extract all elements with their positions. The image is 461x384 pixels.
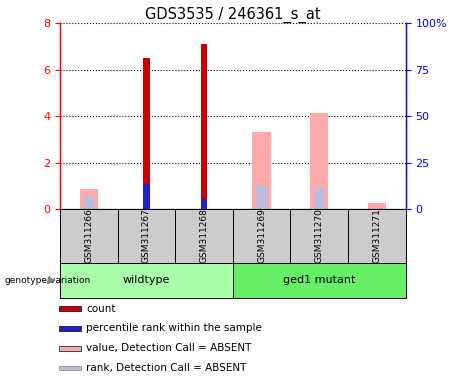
Bar [83,197,94,209]
Bar [59,346,82,351]
Title: GDS3535 / 246361_s_at: GDS3535 / 246361_s_at [145,7,320,23]
Text: GSM311271: GSM311271 [372,208,381,263]
Bar [233,209,290,263]
Bar [59,326,82,331]
Text: value, Detection Call = ABSENT: value, Detection Call = ABSENT [86,343,252,353]
Text: wildtype: wildtype [123,275,170,285]
Text: ged1 mutant: ged1 mutant [283,275,355,285]
Bar [201,199,207,209]
Bar [256,185,267,209]
Bar [314,188,325,209]
Text: GSM311270: GSM311270 [315,208,324,263]
Bar [59,366,82,371]
Text: GSM311267: GSM311267 [142,208,151,263]
Bar [118,209,175,263]
Bar [348,209,406,263]
Bar [175,209,233,263]
Text: GSM311268: GSM311268 [200,208,208,263]
Text: genotype/variation: genotype/variation [5,276,91,285]
Bar [60,209,118,263]
Text: GSM311266: GSM311266 [84,208,93,263]
Bar [252,132,271,209]
Bar [79,189,98,209]
Text: rank, Detection Call = ABSENT: rank, Detection Call = ABSENT [86,363,247,373]
Bar [310,113,328,209]
Text: percentile rank within the sample: percentile rank within the sample [86,323,262,333]
Bar [290,209,348,263]
Bar [201,44,207,209]
Bar [60,263,233,298]
Bar [233,263,406,298]
Bar [59,306,82,311]
Text: count: count [86,304,116,314]
Bar [368,204,386,209]
Text: GSM311269: GSM311269 [257,208,266,263]
Bar [143,58,150,209]
Bar [143,184,150,209]
